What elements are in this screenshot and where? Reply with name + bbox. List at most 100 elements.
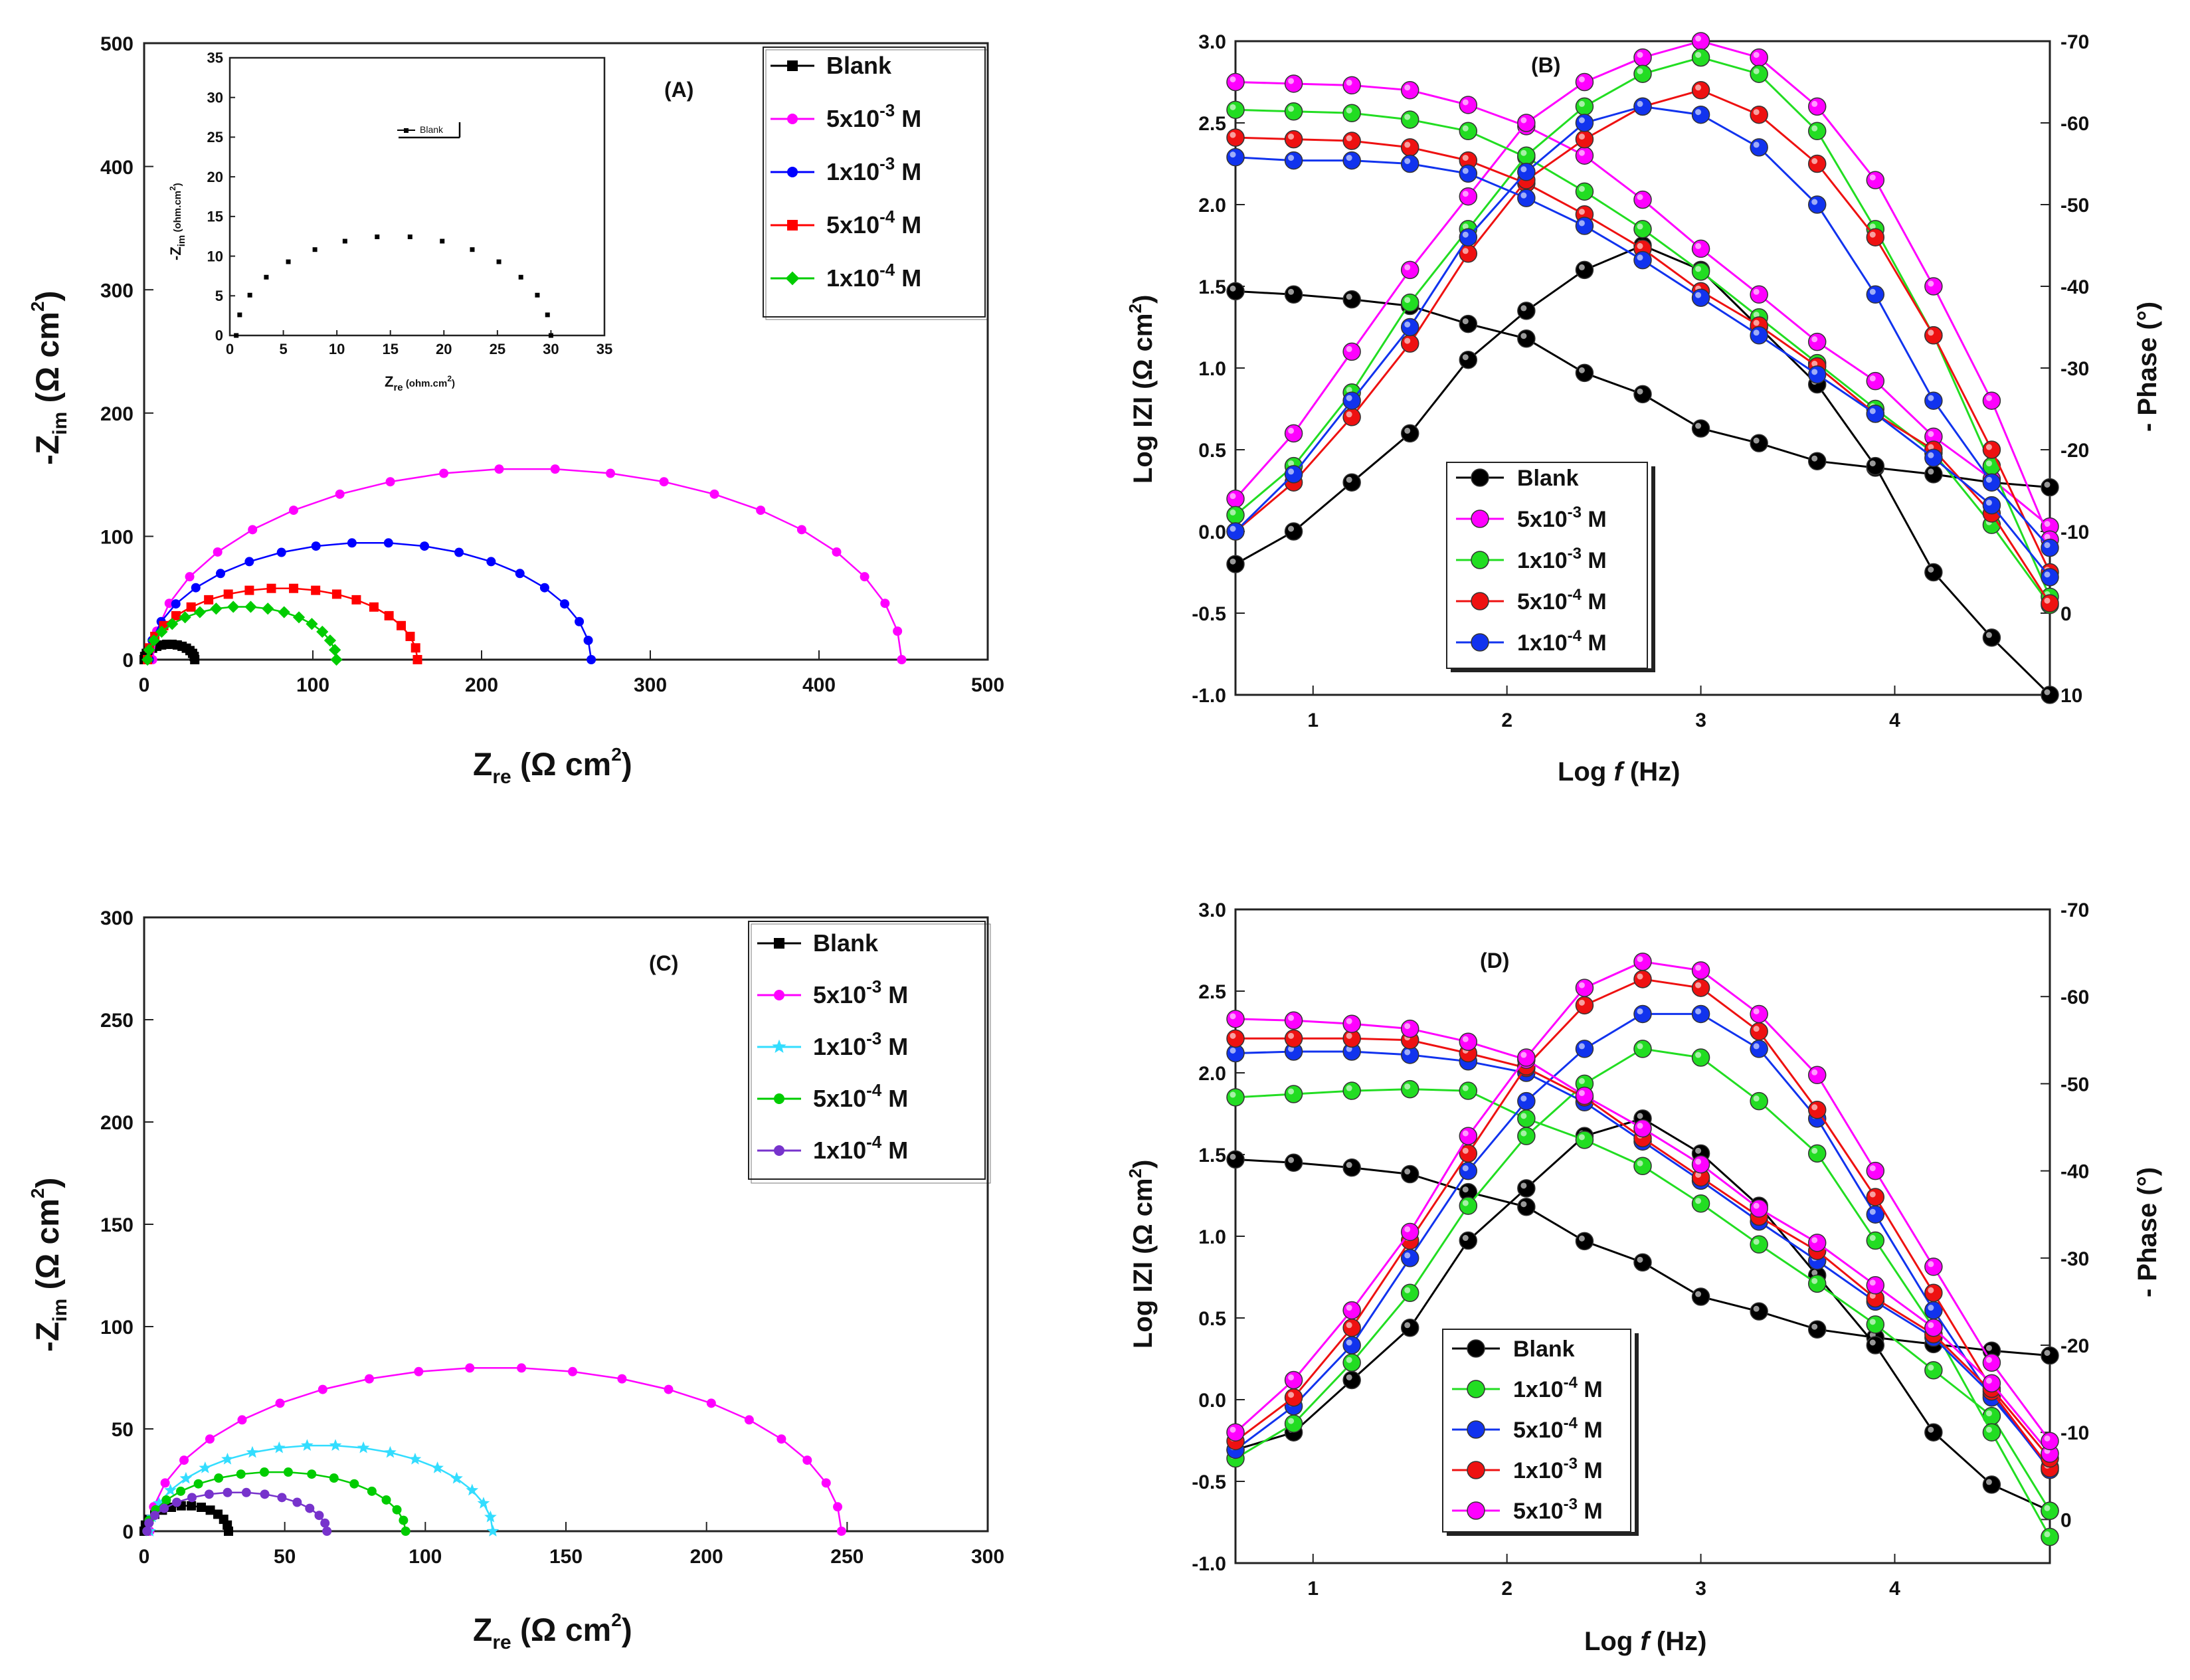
data-point [329, 644, 341, 656]
legend-marker [774, 990, 784, 1000]
logz-point [1342, 151, 1361, 170]
point-highlight [1811, 158, 1818, 164]
point-highlight [1869, 375, 1876, 382]
panel-d-legend: Blank 1x10-4 M 5x10-4 M 1x10-3 M 5x10-3 M [1442, 1329, 1639, 1536]
y-tick-label: 15 [207, 209, 223, 225]
data-point [176, 1486, 186, 1496]
point-highlight [1928, 1426, 1934, 1433]
x-tick-label: 400 [802, 674, 836, 696]
data-point [260, 1489, 270, 1499]
data-point [318, 1384, 327, 1394]
data-point [244, 601, 257, 613]
data-point [262, 603, 274, 615]
point-highlight [1520, 117, 1527, 124]
data-point [486, 557, 496, 567]
point-highlight [1288, 427, 1295, 434]
point-highlight [1520, 1201, 1527, 1208]
legend-label: Blank [813, 929, 879, 957]
point-highlight [1230, 1047, 1236, 1054]
phase-point [1459, 1196, 1478, 1215]
point-highlight [1578, 149, 1585, 156]
y-tick-label: 2.0 [1198, 1063, 1226, 1085]
point-highlight [1230, 493, 1236, 500]
point-highlight [1869, 1191, 1876, 1198]
point-highlight [1404, 141, 1411, 148]
data-point [316, 625, 329, 638]
data-point [539, 583, 549, 593]
legend-box [763, 47, 986, 318]
logz-point [1400, 1019, 1419, 1038]
point-highlight [2044, 689, 2051, 696]
data-point [259, 1467, 269, 1477]
data-point [396, 620, 406, 630]
point-highlight [1462, 1165, 1469, 1172]
logz-point [1459, 122, 1478, 141]
point-highlight [1869, 174, 1876, 181]
y-tick-label: 25 [207, 129, 223, 145]
legend-marker [772, 1039, 786, 1054]
logz-point [1924, 448, 1943, 468]
phase-point [1575, 260, 1594, 280]
inset-y-axis-label: -Zim (ohm.cm2) [167, 183, 187, 260]
phase-point [1284, 1370, 1303, 1390]
point-highlight [1753, 288, 1760, 295]
point-highlight [1346, 1374, 1352, 1380]
data-point [440, 238, 445, 244]
legend-label: 1x10-4 M [1513, 1374, 1603, 1402]
point-highlight [1462, 354, 1469, 361]
data-point [414, 1366, 424, 1376]
logz-point [1575, 1232, 1594, 1251]
phase-point [1575, 130, 1594, 149]
point-highlight [2044, 533, 2051, 540]
legend-marker [1471, 592, 1489, 610]
y-tick-label: 0.0 [1198, 1390, 1226, 1412]
series-line [149, 1367, 843, 1532]
data-point [860, 572, 869, 582]
point-highlight [1520, 1182, 1527, 1189]
data-point [191, 583, 201, 593]
phase-point [2041, 538, 2059, 557]
phase-point [1982, 1475, 2001, 1494]
data-point [237, 1415, 247, 1425]
phase-point [1924, 1258, 1943, 1276]
data-point [216, 569, 226, 579]
logz-point [1459, 1032, 1478, 1052]
data-point [568, 1366, 578, 1376]
point-highlight [1578, 220, 1585, 227]
point-highlight [1985, 1356, 1992, 1363]
legend-label: Blank [826, 52, 892, 79]
data-point [221, 1452, 234, 1465]
point-highlight [1637, 1008, 1643, 1014]
data-point [606, 468, 616, 478]
panel-a-plot-frame [143, 42, 989, 661]
logz-point [1226, 1029, 1245, 1048]
logz-point [1807, 1320, 1827, 1339]
data-point [548, 333, 553, 338]
phase-point [1633, 1040, 1652, 1058]
point-highlight [1928, 1364, 1934, 1371]
data-point [323, 634, 337, 647]
phase-point [1924, 326, 1943, 345]
y2-tick-label: 0 [2060, 603, 2072, 625]
logz-point [1226, 1010, 1245, 1028]
point-highlight [1520, 333, 1527, 339]
phase-point [1633, 48, 1652, 67]
data-point [197, 1503, 207, 1513]
phase-point [1807, 1101, 1827, 1119]
data-point [559, 599, 569, 609]
logz-point [1750, 1302, 1768, 1321]
point-highlight [1637, 388, 1643, 395]
panel-d-ticks: 1 2 3 4 -1.0 -0.5 0.0 0.5 1.0 1.5 2.0 2.5 3.0 0 -10 -20… [1192, 899, 2089, 1600]
data-point [205, 1505, 215, 1515]
y2-tick-label: -60 [2060, 986, 2089, 1008]
point-highlight [1695, 1052, 1702, 1058]
panel-b-x-axis-label: Log f (Hz) [1558, 757, 1680, 787]
y2-tick-label: -10 [2060, 1422, 2089, 1444]
logz-point [1400, 1079, 1419, 1099]
phase-point [1691, 105, 1710, 124]
data-point [833, 1502, 843, 1512]
y-tick-label: -0.5 [1192, 603, 1226, 625]
point-highlight [2044, 571, 2051, 578]
x-tick-label: 300 [971, 1546, 1004, 1568]
